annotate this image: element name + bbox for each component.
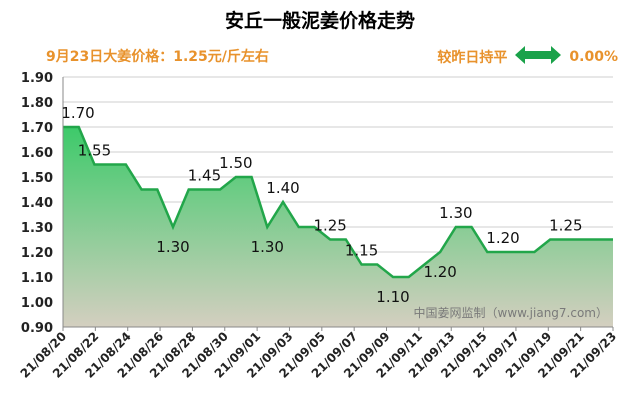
y-tick-label: 1.20 <box>21 246 53 261</box>
data-label: 1.30 <box>439 204 472 222</box>
data-label: 1.55 <box>78 142 111 160</box>
chart-title: 安丘一般泥姜价格走势 <box>224 10 415 32</box>
data-label: 1.30 <box>156 238 189 256</box>
y-tick-label: 1.90 <box>21 71 53 86</box>
data-label: 1.40 <box>266 179 299 197</box>
y-tick-label: 1.50 <box>21 171 53 186</box>
y-tick-label: 1.30 <box>21 221 53 236</box>
data-label: 1.45 <box>188 167 221 185</box>
data-label: 1.20 <box>423 263 456 281</box>
data-label: 1.70 <box>61 104 94 122</box>
data-label: 1.20 <box>486 229 519 247</box>
price-area <box>63 127 613 327</box>
data-label: 1.25 <box>549 217 582 235</box>
y-tick-label: 0.90 <box>21 321 53 336</box>
data-label: 1.50 <box>219 154 252 172</box>
price-subtitle: 9月23日大姜价格：1.25元/斤左右 <box>46 49 269 65</box>
data-label: 1.15 <box>345 242 378 260</box>
data-label: 1.25 <box>313 217 346 235</box>
data-label: 1.30 <box>251 238 284 256</box>
watermark: 中国姜网监制（www.jiang7.com） <box>414 305 608 320</box>
y-tick-label: 1.10 <box>21 271 53 286</box>
data-label: 1.10 <box>376 288 409 306</box>
double-arrow-icon <box>515 46 562 68</box>
price-line <box>63 125 613 279</box>
y-tick-label: 1.00 <box>21 296 53 311</box>
change-indicator: 较昨日持平 0.00% <box>437 46 618 68</box>
y-tick-label: 1.60 <box>21 146 53 161</box>
y-tick-label: 1.80 <box>21 96 53 111</box>
y-tick-label: 1.70 <box>21 121 53 136</box>
change-value: 0.00% <box>569 49 618 65</box>
y-tick-label: 1.40 <box>21 196 53 211</box>
change-label: 较昨日持平 <box>437 50 508 66</box>
